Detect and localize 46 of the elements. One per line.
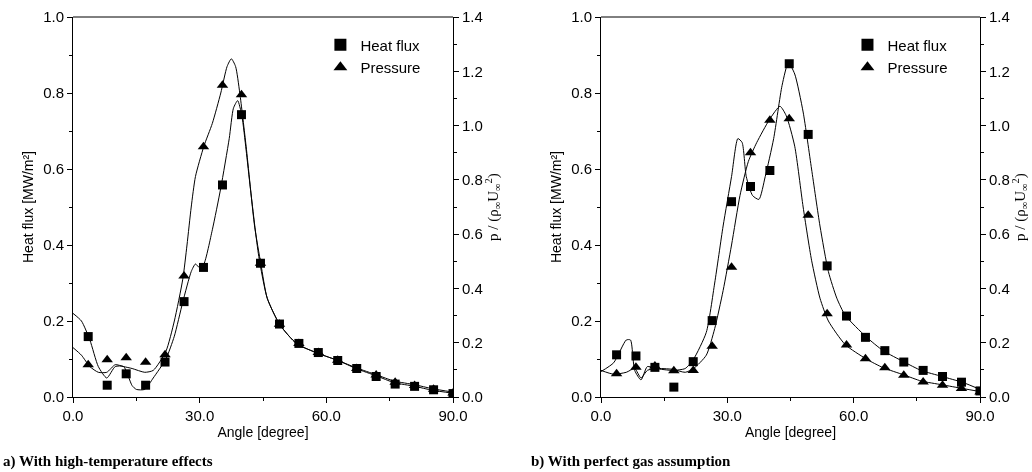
y2-tick-label: 0.8	[462, 171, 483, 189]
y-tick-label: 0.4	[571, 236, 592, 254]
y-tick-label: 0.8	[571, 84, 592, 102]
legend-label: Heat flux	[887, 36, 948, 54]
y-tick-label: 0.2	[571, 312, 592, 330]
x-tick-label: 0.0	[590, 407, 612, 424]
y2-tick-label: 1.4	[462, 8, 483, 26]
y2-tick-label: 1.0	[989, 116, 1010, 134]
legend-label: Pressure	[887, 59, 948, 76]
y-tick-label: 0.6	[43, 160, 64, 178]
x-tick-label: 0.0	[62, 407, 84, 424]
x-axis-title: Angle [degree]	[217, 424, 309, 441]
y-tick-label: 0.4	[43, 236, 64, 254]
x-axis-title: Angle [degree]	[744, 424, 837, 441]
y-tick-label: 0.0	[43, 388, 64, 406]
y-tick-label: 1.0	[571, 8, 592, 26]
y2-tick-label: 0.2	[989, 333, 1010, 351]
y2-tick-label: 0.4	[462, 279, 483, 297]
y2-tick-label: 0.2	[462, 333, 483, 351]
y2-tick-label: 0.0	[462, 388, 483, 406]
x-tick-label: 30.0	[185, 407, 215, 424]
x-tick-label: 90.0	[965, 407, 995, 424]
y-tick-label: 0.6	[571, 160, 592, 178]
y2-tick-label: 1.2	[462, 62, 483, 80]
y2-tick-label: 0.6	[989, 225, 1010, 243]
legend-label: Pressure	[360, 59, 421, 76]
text: b) With perfect gas assumption	[531, 453, 732, 470]
y-axis-title: Heat flux [MW/m²]	[19, 150, 36, 264]
y2-tick-label: 1.0	[462, 116, 483, 134]
y-axis-title: Heat flux [MW/m²]	[547, 150, 564, 264]
x-tick-label: 60.0	[839, 407, 869, 424]
y2-tick-label: 0.4	[989, 279, 1010, 297]
x-tick-label: 30.0	[712, 407, 742, 424]
y2-tick-label: 0.8	[989, 171, 1010, 189]
y2-tick-label: 1.4	[989, 8, 1010, 26]
y-tick-label: 0.2	[43, 312, 64, 330]
x-tick-label: 90.0	[438, 407, 468, 424]
legend-label: Heat flux	[360, 36, 421, 54]
text: a) With high-temperature effects	[3, 453, 213, 470]
y2-tick-label: 0.0	[989, 388, 1010, 406]
y2-tick-label: 0.6	[462, 225, 483, 243]
y-tick-label: 0.8	[43, 84, 64, 102]
x-tick-label: 60.0	[311, 407, 341, 424]
y-tick-label: 0.0	[571, 388, 592, 406]
y-tick-label: 1.0	[43, 8, 64, 26]
y2-tick-label: 1.2	[989, 62, 1010, 80]
